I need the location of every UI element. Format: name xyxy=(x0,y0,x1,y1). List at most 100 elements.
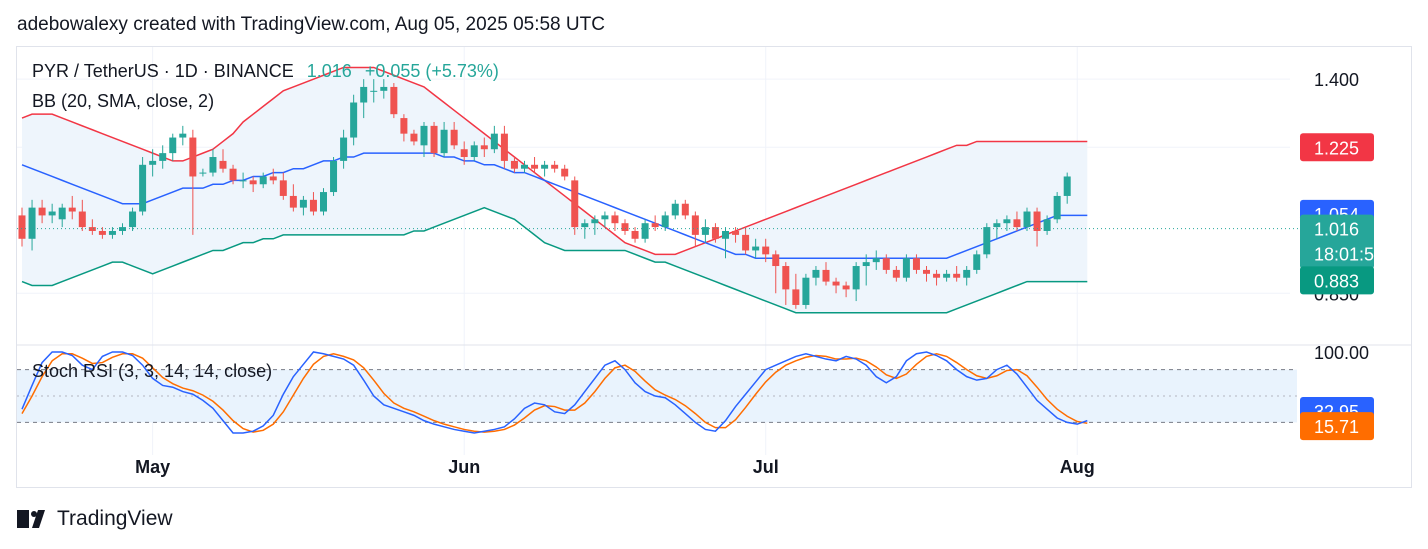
candle xyxy=(983,223,991,259)
candle xyxy=(541,160,549,177)
candle-body xyxy=(119,227,126,231)
candle-body xyxy=(259,176,267,185)
candle xyxy=(149,149,157,177)
tradingview-logo[interactable]: TradingView xyxy=(17,507,173,531)
price-tag-countdown: 18:01:59 xyxy=(1314,245,1384,265)
price-tag-label: 1.225 xyxy=(1314,138,1359,158)
stoch-d-line xyxy=(21,352,1088,433)
candle-body xyxy=(1023,211,1031,228)
candle xyxy=(279,172,287,200)
candle xyxy=(701,219,709,243)
candle xyxy=(842,281,850,298)
candle-body xyxy=(802,277,810,305)
candle xyxy=(943,269,951,282)
candle-body xyxy=(189,137,197,177)
candle-body xyxy=(882,258,890,270)
candle-body xyxy=(299,199,307,208)
candle-body xyxy=(933,273,941,278)
candle-body xyxy=(581,223,589,228)
stoch-y-tick-label: 100.00 xyxy=(1314,343,1369,363)
candle xyxy=(330,157,338,196)
candle xyxy=(380,79,388,99)
candle xyxy=(410,129,418,146)
candle xyxy=(209,149,217,177)
candle xyxy=(782,262,790,305)
candle xyxy=(58,203,66,228)
candle xyxy=(762,238,770,263)
candle xyxy=(460,141,468,165)
tradingview-logo-icon xyxy=(17,510,45,528)
candle xyxy=(480,137,488,158)
candle-body xyxy=(792,289,800,305)
candle-body xyxy=(78,211,86,228)
candle xyxy=(933,269,941,286)
stoch-legend: Stoch RSI (3, 3, 14, 14, close) xyxy=(32,361,273,381)
candle xyxy=(350,94,358,146)
candle-body xyxy=(842,285,850,290)
candle-body xyxy=(239,180,247,182)
chart-frame xyxy=(16,46,1412,488)
candle xyxy=(470,141,478,161)
candle-body xyxy=(68,207,76,212)
candle-body xyxy=(832,281,840,286)
candle xyxy=(390,83,398,119)
candle xyxy=(239,172,247,189)
candle-body xyxy=(1063,176,1071,196)
candle xyxy=(752,238,760,259)
candle xyxy=(1003,215,1011,231)
candle-body xyxy=(852,266,860,290)
candle-body xyxy=(320,192,327,212)
candle xyxy=(551,160,559,173)
candle-body xyxy=(1003,219,1011,224)
candle-body xyxy=(531,164,539,169)
candle xyxy=(852,262,860,302)
candle-body xyxy=(681,203,689,216)
candle-body xyxy=(48,211,56,216)
candle xyxy=(531,157,539,173)
symbol-name: PYR / TetherUS · 1D · BINANCE xyxy=(32,61,294,81)
candle xyxy=(370,79,378,103)
candle-body xyxy=(340,137,348,161)
candle xyxy=(179,125,187,146)
candle-body xyxy=(88,227,96,231)
candle xyxy=(822,262,830,286)
candle-body xyxy=(963,269,971,278)
candle-body xyxy=(98,230,106,235)
candle-body xyxy=(872,258,880,263)
candle xyxy=(289,184,297,212)
last-price: 1.016 xyxy=(306,61,352,81)
stoch-rsi-pane xyxy=(17,351,1297,434)
candle-body xyxy=(279,180,287,196)
x-tick-label: May xyxy=(135,457,170,477)
candle-body xyxy=(943,273,951,278)
candle xyxy=(108,227,116,239)
candle xyxy=(681,199,689,220)
candle xyxy=(973,250,981,274)
candle-body xyxy=(651,223,659,228)
candle xyxy=(963,266,971,286)
candle-body xyxy=(782,266,790,290)
candle xyxy=(78,199,86,231)
candle xyxy=(923,266,930,282)
candle xyxy=(420,121,428,158)
candle-body xyxy=(470,145,478,158)
candle-body xyxy=(671,203,679,216)
candle-body xyxy=(902,258,910,278)
candle-body xyxy=(159,153,167,161)
candle xyxy=(561,164,569,181)
candle-body xyxy=(983,227,991,255)
candle xyxy=(18,207,26,247)
candle xyxy=(601,211,609,228)
candle xyxy=(1013,211,1021,231)
candle-body xyxy=(289,195,297,208)
candle-body xyxy=(380,86,388,91)
candle xyxy=(1043,215,1051,235)
candle xyxy=(159,145,167,169)
candle xyxy=(430,121,438,158)
candle xyxy=(772,250,780,294)
candle-body xyxy=(621,223,629,231)
candle xyxy=(722,227,729,259)
candle xyxy=(88,219,96,235)
candle xyxy=(189,129,197,235)
